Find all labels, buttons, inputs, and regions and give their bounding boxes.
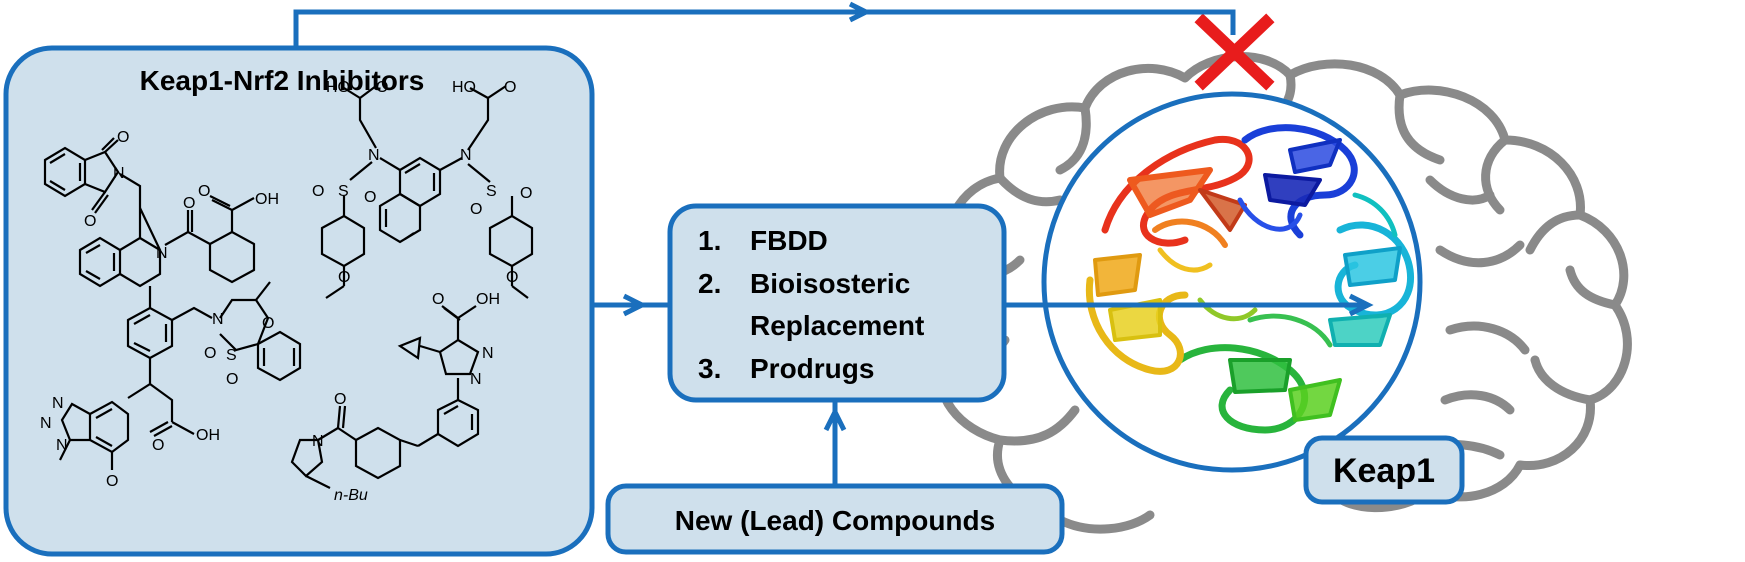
keap1-label: Keap1 xyxy=(1333,452,1435,490)
m2-ho-right: HO xyxy=(452,79,476,96)
m2-s-left: S xyxy=(338,183,349,200)
m2-n-right: N xyxy=(460,147,472,164)
m1-o-bottom: O xyxy=(84,213,96,230)
m1-n-ring: N xyxy=(156,245,168,262)
m4-o-amide: O xyxy=(334,391,346,408)
m3-n2: N xyxy=(40,415,52,432)
m4-n1: N xyxy=(482,345,494,362)
m4-n-pyr: N xyxy=(312,433,324,450)
blocked-cross-icon xyxy=(1194,13,1275,91)
molecule-2-structure-icon xyxy=(320,85,534,299)
m2-ome-right: O xyxy=(506,269,518,286)
m1-o-top: O xyxy=(117,129,129,146)
m3-n3: N xyxy=(56,437,68,454)
m3-oh: OH xyxy=(196,427,220,444)
m1-n: N xyxy=(113,165,125,182)
m4-oh: OH xyxy=(476,291,500,308)
m2-o-right: O xyxy=(504,79,516,96)
m3-n1: N xyxy=(52,395,64,412)
m4-o-acid: O xyxy=(432,291,444,308)
m2-n-left: N xyxy=(368,147,380,164)
inhibitors-to-strategy-arrow xyxy=(592,293,670,317)
m2-ome-left: O xyxy=(338,269,350,286)
m1-o-carbonyl: O xyxy=(183,195,195,212)
lead-to-strategy-arrow xyxy=(823,400,847,486)
strategy-item-3-text: Prodrugs xyxy=(750,353,874,384)
lead-compounds-box: New (Lead) Compounds xyxy=(605,483,1065,555)
strategy-item-2-number: 2. xyxy=(698,268,721,299)
inhibitors-panel: Keap1-Nrf2 Inhibitors O N xyxy=(3,45,595,557)
m1-oh: OH xyxy=(255,191,279,208)
strategy-item-2-text-line1: Bioisosteric xyxy=(750,268,910,299)
keap1-protein-structure-icon xyxy=(1041,91,1423,473)
m3-n-top: N xyxy=(212,311,224,328)
direct-path-arrow xyxy=(293,1,1236,48)
lead-compounds-label: New (Lead) Compounds xyxy=(675,505,995,536)
m2-s-right: S xyxy=(486,183,497,200)
m2-o3: O xyxy=(470,201,482,218)
strategy-item-1-number: 1. xyxy=(698,225,721,256)
strategy-to-keap1-arrow xyxy=(1004,293,1374,317)
inhibitors-panel-title: Keap1-Nrf2 Inhibitors xyxy=(140,65,425,96)
m4-n2: N xyxy=(470,371,482,388)
molecule-4-structure-icon xyxy=(290,305,480,489)
m3-s: S xyxy=(226,347,237,364)
m2-ho-left: HO xyxy=(326,79,350,96)
m3-o-acid: O xyxy=(152,437,164,454)
m2-o1: O xyxy=(312,183,324,200)
molecule-1-structure-icon xyxy=(43,137,256,288)
keap1-label-box: Keap1 xyxy=(1303,435,1465,505)
strategy-box: 1. FBDD 2. Bioisosteric Replacement 3. P… xyxy=(667,203,1007,403)
molecule-3-structure-icon xyxy=(59,281,302,470)
m3-so2: O xyxy=(226,371,238,388)
strategy-item-1-text: FBDD xyxy=(750,225,828,256)
m2-o-left: O xyxy=(376,79,388,96)
m3-so1: O xyxy=(204,345,216,362)
m4-nbu: n-Bu xyxy=(334,487,368,504)
m2-o4: O xyxy=(520,185,532,202)
strategy-item-2-text-line2: Replacement xyxy=(750,310,924,341)
m2-o2: O xyxy=(364,189,376,206)
m3-o-methoxy: O xyxy=(106,473,118,490)
m3-o-ring: O xyxy=(262,315,274,332)
strategy-item-3-number: 3. xyxy=(698,353,721,384)
m1-o-acid: O xyxy=(198,183,210,200)
